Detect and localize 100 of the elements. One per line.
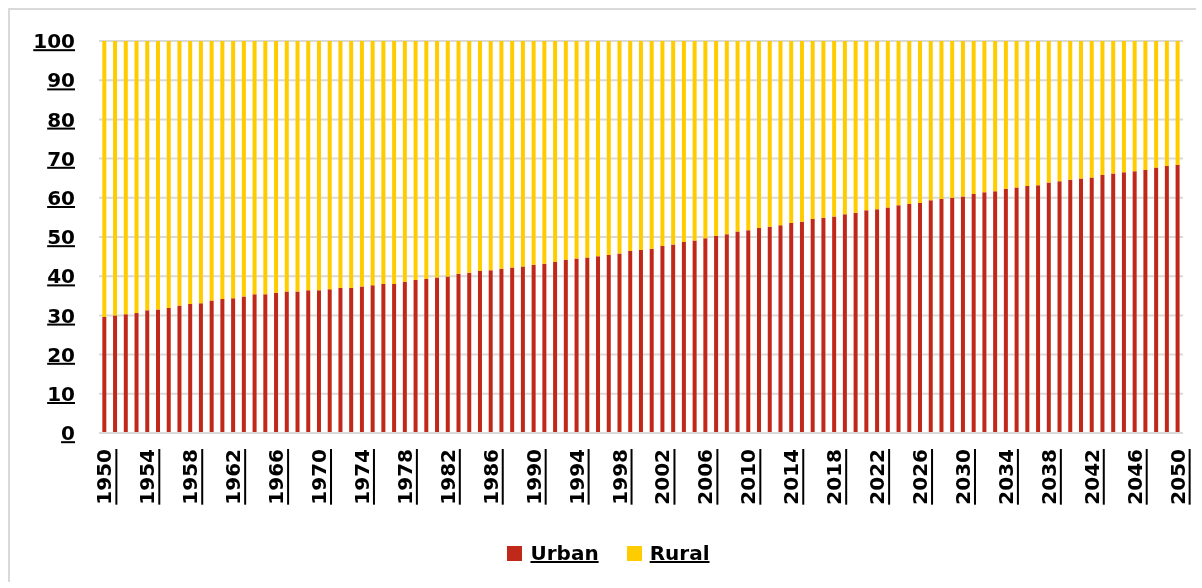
x-tick-label: 1962 (221, 449, 246, 505)
bar (810, 41, 815, 219)
bar (284, 41, 289, 292)
bar (1154, 167, 1159, 433)
bar (553, 41, 558, 263)
bar (274, 41, 279, 293)
bar (993, 41, 998, 192)
bar (338, 41, 343, 288)
bar (1132, 171, 1137, 433)
bar (885, 41, 890, 208)
bar (1046, 182, 1051, 433)
bar (1003, 188, 1008, 433)
bar (1132, 41, 1137, 172)
x-tick-label: 2002 (650, 449, 675, 505)
bar (982, 192, 987, 433)
y-tick-label: 30 (47, 303, 75, 328)
bar (445, 41, 450, 277)
bar (778, 225, 783, 433)
bar (510, 41, 515, 268)
bar (821, 41, 826, 218)
bar (553, 262, 558, 433)
bar (209, 41, 214, 301)
bar (971, 41, 976, 194)
bar (220, 41, 225, 299)
bar (231, 41, 236, 299)
bar (113, 41, 118, 316)
bar (767, 226, 772, 433)
x-tick-label: 2038 (1036, 449, 1061, 505)
bar (241, 296, 246, 433)
bar (735, 41, 740, 232)
bar (960, 41, 965, 197)
bar (907, 41, 912, 205)
bar (928, 41, 933, 201)
bar (971, 193, 976, 433)
bar (1164, 41, 1169, 167)
y-tick-label: 40 (47, 264, 75, 289)
bar (875, 209, 880, 433)
bar (617, 253, 622, 433)
x-tick-label: 2030 (950, 449, 975, 505)
bar (1154, 41, 1159, 168)
bar (864, 210, 869, 433)
bar (263, 294, 268, 433)
bar (1175, 41, 1180, 165)
x-tick-label: 2042 (1079, 449, 1104, 505)
bar (928, 200, 933, 433)
bar (617, 41, 622, 254)
bar (263, 41, 268, 295)
y-tick-label: 100 (33, 29, 75, 54)
bar (563, 41, 568, 260)
bar (1025, 41, 1030, 187)
bar (1121, 172, 1126, 433)
bar (284, 291, 289, 433)
bar (649, 41, 654, 249)
bar (789, 41, 794, 223)
x-tick-label: 2026 (908, 449, 933, 505)
bar (327, 41, 332, 290)
bar (875, 41, 880, 210)
x-tick-label: 1954 (135, 449, 160, 505)
bar (950, 197, 955, 433)
bar (1068, 179, 1073, 433)
y-tick-label: 10 (47, 382, 75, 406)
bar (810, 218, 815, 433)
x-tick-label: 2050 (1165, 449, 1190, 505)
bar (1111, 41, 1116, 174)
bar (349, 287, 354, 433)
y-tick-label: 20 (47, 342, 75, 367)
bar (864, 41, 869, 211)
bar (145, 41, 150, 311)
bar (166, 307, 171, 433)
bar (188, 41, 193, 305)
bar (896, 205, 901, 433)
bar (102, 41, 107, 317)
bar (832, 216, 837, 433)
bar (1003, 41, 1008, 189)
bar (724, 234, 729, 433)
bar (1068, 41, 1073, 180)
x-tick-label: 2006 (693, 449, 718, 505)
bar (735, 231, 740, 433)
bar (842, 41, 847, 215)
bar (746, 41, 751, 231)
bar (316, 41, 321, 291)
bar (1111, 173, 1116, 433)
bar (918, 41, 923, 203)
bar (134, 41, 139, 314)
bar (520, 41, 525, 267)
bar (488, 41, 493, 271)
bar (542, 41, 547, 264)
bar (188, 304, 193, 433)
bar (392, 284, 397, 433)
bar (381, 284, 386, 433)
bar (510, 267, 515, 433)
y-tick-label: 80 (47, 107, 75, 132)
bar (660, 246, 665, 433)
bar (499, 41, 504, 269)
bar (574, 258, 579, 433)
bar (1175, 164, 1180, 433)
bar (424, 278, 429, 433)
bar (1014, 41, 1019, 188)
bar (370, 41, 375, 286)
y-tick-label: 50 (47, 225, 75, 250)
